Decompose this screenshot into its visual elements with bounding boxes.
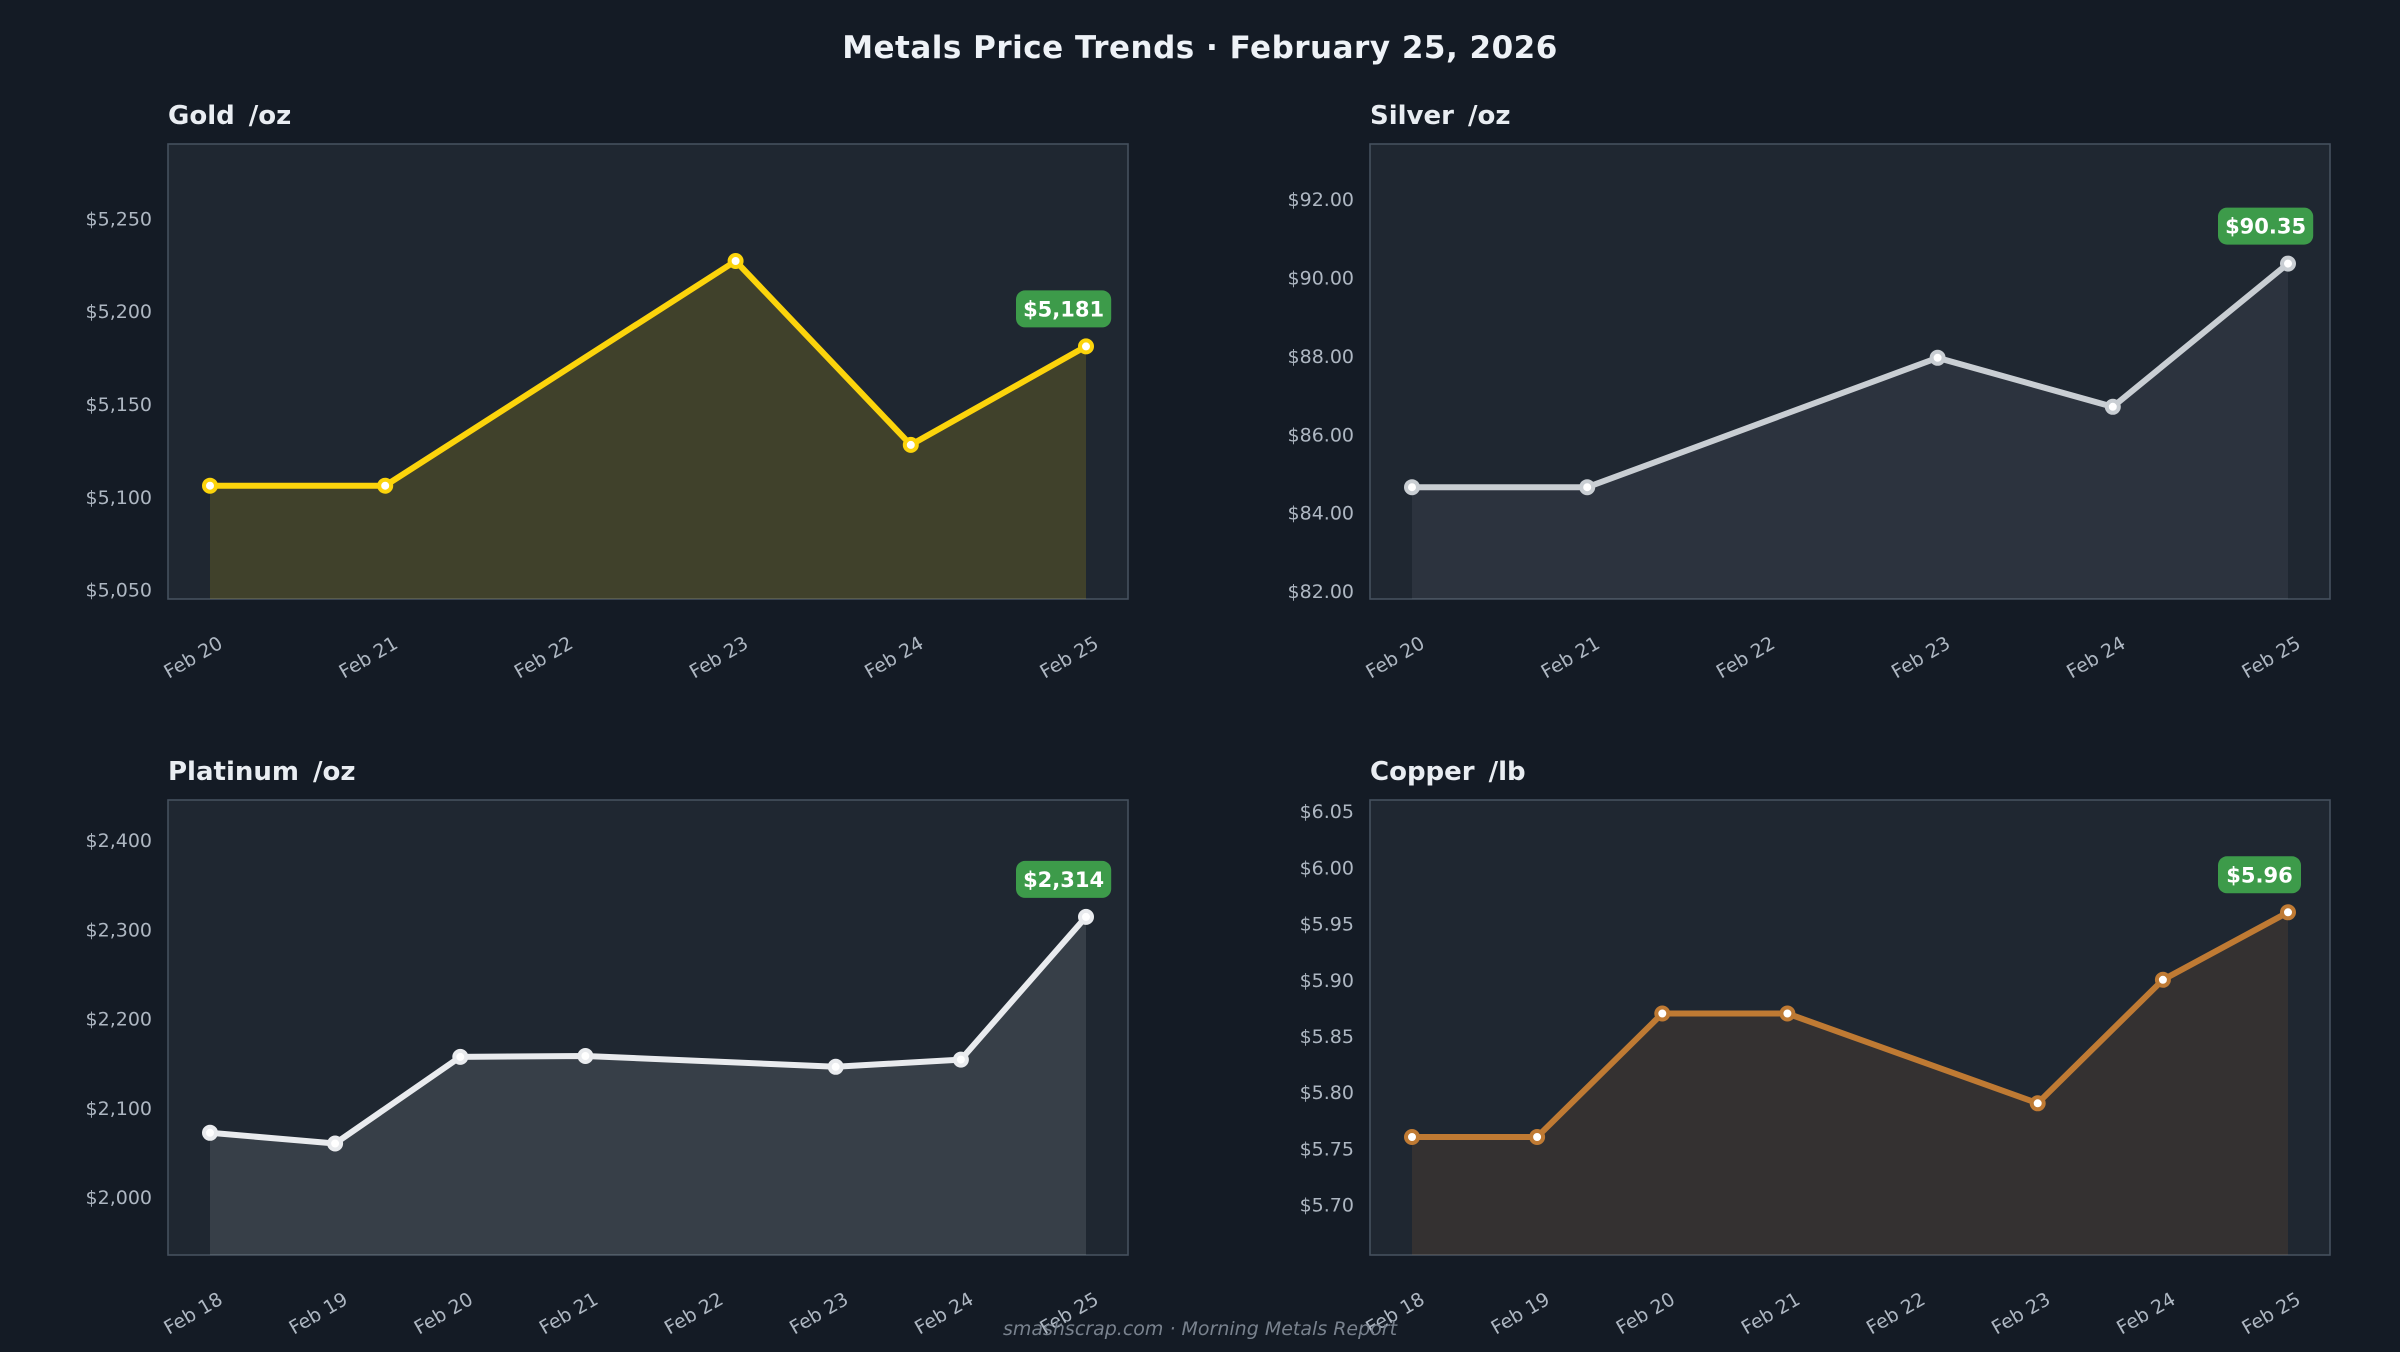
svg-text:$5.75: $5.75 (1300, 1138, 1354, 1160)
gold-chart-panel: Gold/oz $5,050 $5,100 $5,150 $5,200 $5,250 Feb… (0, 40, 1198, 696)
y-axis-labels: $5,050 $5,100 $5,150 $5,200 $5,250 (86, 208, 152, 601)
series-area (1412, 263, 2288, 599)
svg-text:$90.35: $90.35 (2225, 215, 2306, 239)
plot-area (167, 143, 1129, 600)
svg-text:$5,050: $5,050 (86, 580, 152, 602)
svg-text:Feb 23: Feb 23 (686, 632, 752, 683)
svg-text:$2,400: $2,400 (86, 830, 152, 852)
svg-text:$84.00: $84.00 (1288, 503, 1354, 525)
svg-text:$5,200: $5,200 (86, 301, 152, 323)
page-title: Metals Price Trends · February 25, 2026 (842, 30, 1558, 66)
series-markers (202, 253, 1094, 494)
series-area (1412, 912, 2288, 1255)
svg-text:Feb 24: Feb 24 (861, 632, 927, 683)
svg-text:Feb 24: Feb 24 (2063, 632, 2129, 683)
svg-text:Feb 20: Feb 20 (1362, 632, 1428, 683)
svg-text:Feb 20: Feb 20 (160, 632, 226, 683)
silver-chart: Silver/oz$82.00$84.00$86.00$88.00$90.00$… (1288, 101, 2331, 683)
y-axis-labels: $2,000 $2,100 $2,200 $2,300 $2,400 (86, 830, 152, 1209)
svg-text:$2,000: $2,000 (86, 1187, 152, 1209)
svg-text:Feb 21: Feb 21 (1537, 632, 1603, 683)
report-footer: smashscrap.com · Morning Metals Report (1002, 1318, 1398, 1340)
platinum-chart: Platinum/oz $2,000 $2,100 $2,200 $2,300 $2,40… (86, 757, 1129, 1339)
copper-chart: Copper/lb$5.70$5.75$5.80$5.85$5.90$5.95$… (1300, 757, 2331, 1339)
svg-text:$6.05: $6.05 (1300, 801, 1354, 823)
copper-chart-panel: Copper/lb $5.70 $5.75 $5.80 $5.85 $5.90 $5.95 $… (1202, 696, 2400, 1352)
latest-price-badge: $5,181 (1016, 290, 1112, 328)
svg-text:$2,200: $2,200 (86, 1009, 152, 1031)
x-axis-labels: Feb 20 Feb 21 Feb 22 Feb 23 Feb 24 Feb 25 (160, 632, 1102, 683)
svg-text:Feb 25: Feb 25 (1036, 632, 1102, 683)
x-axis-labels: Feb 20 Feb 21 Feb 22 Feb 23 Feb 24 Feb 25 (1362, 632, 2304, 683)
svg-text:$5.96: $5.96 (2226, 863, 2292, 887)
svg-text:Feb 25: Feb 25 (2238, 632, 2304, 683)
chart-title: Copper/lb (1370, 757, 1526, 787)
svg-text:$5,250: $5,250 (86, 208, 152, 230)
svg-text:$2,300: $2,300 (86, 919, 152, 941)
plot-area (1369, 143, 2331, 600)
series-area (210, 261, 1086, 599)
svg-text:$6.00: $6.00 (1300, 857, 1354, 879)
svg-text:$86.00: $86.00 (1288, 424, 1354, 446)
y-axis-labels: $82.00 $84.00 $86.00 $88.00 $90.00 $92.00 (1288, 189, 1354, 603)
svg-text:$82.00: $82.00 (1288, 581, 1354, 603)
svg-text:Feb 22: Feb 22 (1713, 632, 1779, 683)
chart-title: Platinum/oz (168, 757, 355, 787)
series-markers (1404, 904, 2296, 1145)
latest-price-badge: $5.96 (2218, 856, 2301, 894)
plot-area (167, 799, 1129, 1256)
svg-text:$5.80: $5.80 (1300, 1082, 1354, 1104)
svg-text:Feb 21: Feb 21 (335, 632, 401, 683)
chart-title: Gold/oz (168, 101, 291, 131)
svg-text:$92.00: $92.00 (1288, 189, 1354, 211)
latest-price-badge: $2,314 (1016, 860, 1112, 898)
series-markers (202, 908, 1094, 1152)
svg-text:$5,150: $5,150 (86, 394, 152, 416)
svg-text:$5,181: $5,181 (1023, 297, 1104, 321)
svg-text:$5.95: $5.95 (1300, 914, 1354, 936)
svg-text:$5,100: $5,100 (86, 487, 152, 509)
series-area (210, 916, 1086, 1255)
silver-chart-panel: Silver/oz $82.00 $84.00 $86.00 $88.00 $90.00 $… (1202, 40, 2400, 696)
platinum-chart-panel: Platinum/oz $2,000 $2,100 $2,200 $2,300 $2,40… (0, 696, 1198, 1352)
svg-text:$5.85: $5.85 (1300, 1026, 1354, 1048)
svg-text:$2,314: $2,314 (1023, 868, 1104, 892)
svg-text:$2,100: $2,100 (86, 1098, 152, 1120)
svg-text:$5.90: $5.90 (1300, 970, 1354, 992)
svg-text:Feb 22: Feb 22 (511, 632, 577, 683)
svg-text:$5.70: $5.70 (1300, 1194, 1354, 1216)
svg-text:$90.00: $90.00 (1288, 267, 1354, 289)
plot-area (1369, 799, 2331, 1256)
series-markers (1404, 255, 2296, 496)
y-axis-labels: $5.70 $5.75 $5.80 $5.85 $5.90 $5.95 $6.00 $6.05 (1300, 801, 1354, 1216)
svg-text:Feb 23: Feb 23 (1888, 632, 1954, 683)
svg-text:$88.00: $88.00 (1288, 346, 1354, 368)
gold-chart: Gold/oz $5,050 $5,100 $5,150 $5,200 $5,250 Feb… (86, 101, 1129, 683)
latest-price-badge: $90.35 (2218, 207, 2314, 245)
chart-title: Silver/oz (1370, 101, 1510, 131)
